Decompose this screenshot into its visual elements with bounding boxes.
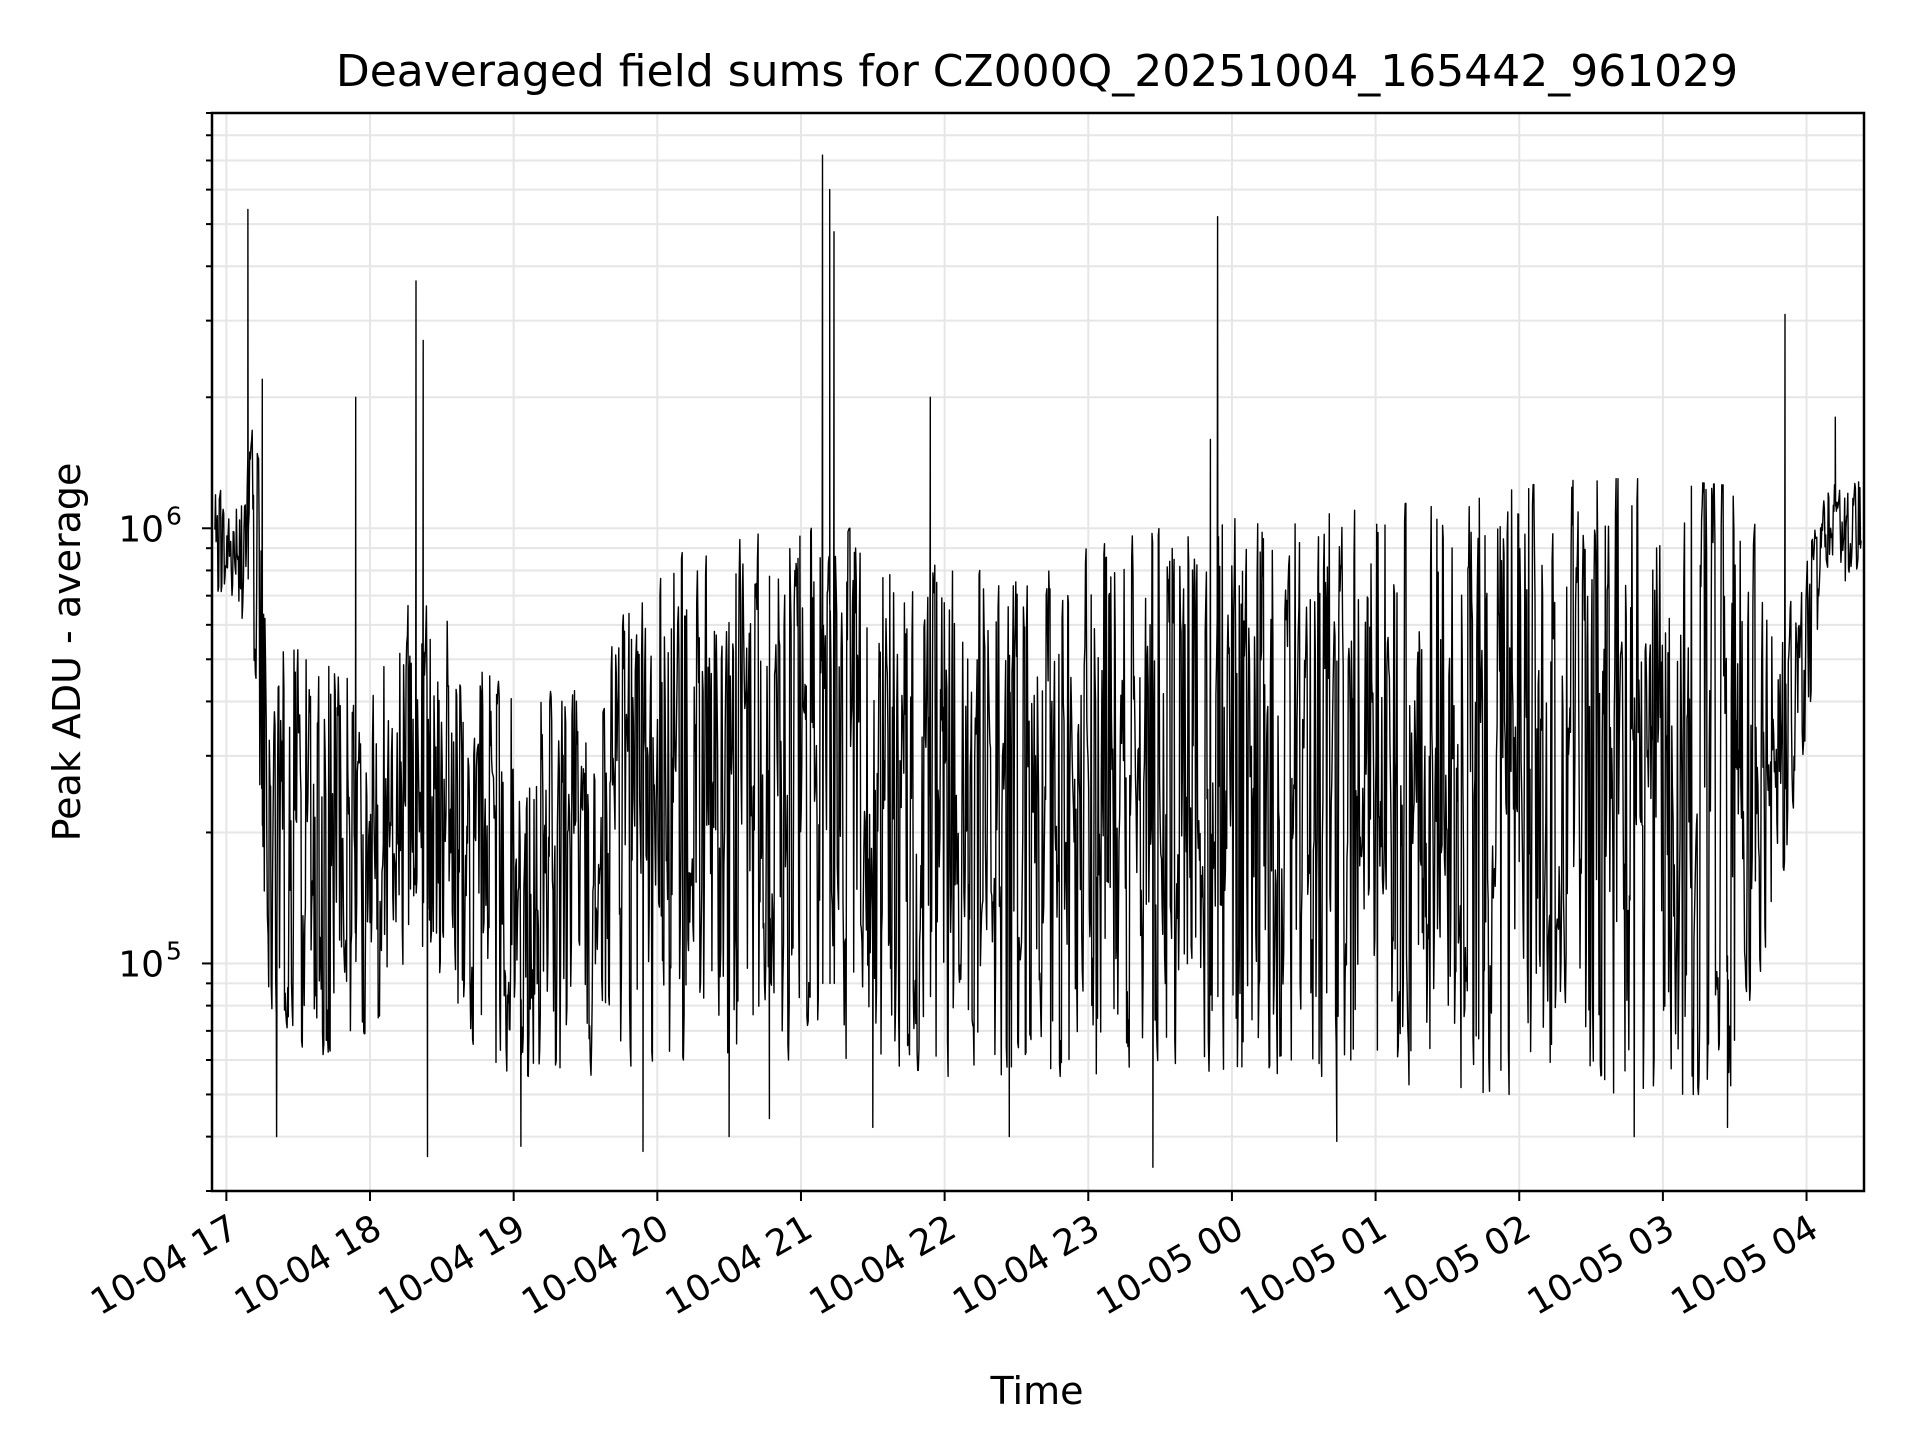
- x-tick-label: 10-05 00: [1090, 1207, 1251, 1323]
- x-tick-label: 10-04 22: [802, 1207, 963, 1323]
- x-tick-label: 10-04 18: [228, 1207, 389, 1323]
- x-tick-label: 10-05 04: [1664, 1207, 1825, 1323]
- chart-title: Deaveraged field sums for CZ000Q_2025100…: [336, 46, 1738, 97]
- series-peak-adu: [214, 154, 1862, 1168]
- data-line: [214, 154, 1862, 1168]
- x-tick-label: 10-04 19: [371, 1207, 532, 1323]
- x-tick-label: 10-04 21: [659, 1207, 820, 1323]
- x-tick-label: 10-05 02: [1377, 1207, 1538, 1323]
- y-tick-exponent: 6: [166, 501, 182, 530]
- y-axis-label: Peak ADU - average: [45, 463, 89, 842]
- y-tick-exponent: 5: [166, 936, 182, 965]
- plot-area: [210, 111, 1866, 1193]
- x-tick-label: 10-04 23: [946, 1207, 1107, 1323]
- x-tick-label: 10-05 01: [1233, 1207, 1394, 1323]
- y-tick-label: 10: [118, 509, 164, 550]
- x-tick-label: 10-04 17: [84, 1207, 245, 1323]
- y-tick-label: 10: [118, 944, 164, 985]
- x-tick-label: 10-05 03: [1521, 1207, 1682, 1323]
- x-tick-label: 10-04 20: [515, 1207, 676, 1323]
- x-axis-label: Time: [990, 1369, 1084, 1413]
